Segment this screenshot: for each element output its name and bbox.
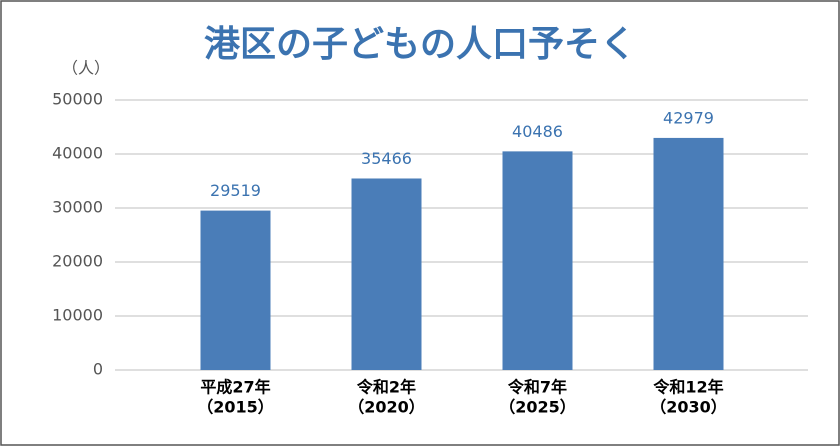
bar bbox=[200, 210, 271, 370]
y-tick-label: 50000 bbox=[52, 90, 103, 109]
x-tick-label: 令和12年 bbox=[652, 378, 723, 397]
x-tick-label: 令和2年 bbox=[356, 378, 416, 397]
x-tick-label: （2015） bbox=[197, 398, 274, 417]
data-label: 29519 bbox=[210, 181, 261, 200]
data-label: 42979 bbox=[663, 108, 714, 127]
bar bbox=[502, 151, 573, 370]
bar bbox=[653, 137, 724, 370]
data-label: 40486 bbox=[512, 122, 563, 141]
x-tick-label: （2030） bbox=[650, 398, 727, 417]
y-tick-label: 10000 bbox=[52, 306, 103, 325]
y-tick-label: 30000 bbox=[52, 198, 103, 217]
y-tick-label: 20000 bbox=[52, 252, 103, 271]
y-tick-label: 40000 bbox=[52, 144, 103, 163]
y-tick-label: 0 bbox=[93, 360, 103, 379]
data-label: 35466 bbox=[361, 149, 412, 168]
x-tick-label: （2025） bbox=[499, 398, 576, 417]
bar bbox=[351, 178, 422, 370]
y-axis-label: （人） bbox=[62, 59, 110, 78]
chart-title: 港区の子どもの人口予そく bbox=[204, 24, 636, 65]
x-tick-label: 令和7年 bbox=[507, 378, 567, 397]
x-tick-label: （2020） bbox=[348, 398, 425, 417]
x-tick-label: 平成27年 bbox=[200, 378, 270, 397]
